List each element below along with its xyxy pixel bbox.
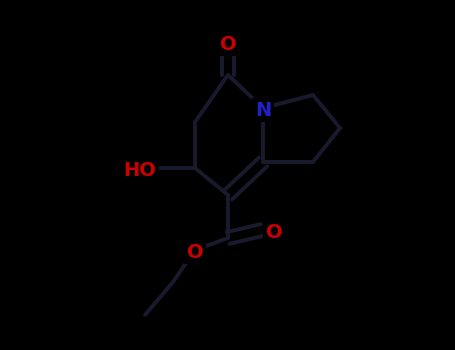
Text: N: N xyxy=(255,100,271,119)
Text: HO: HO xyxy=(123,161,156,180)
Text: O: O xyxy=(187,243,203,261)
Text: O: O xyxy=(220,35,236,54)
Text: O: O xyxy=(266,223,283,241)
